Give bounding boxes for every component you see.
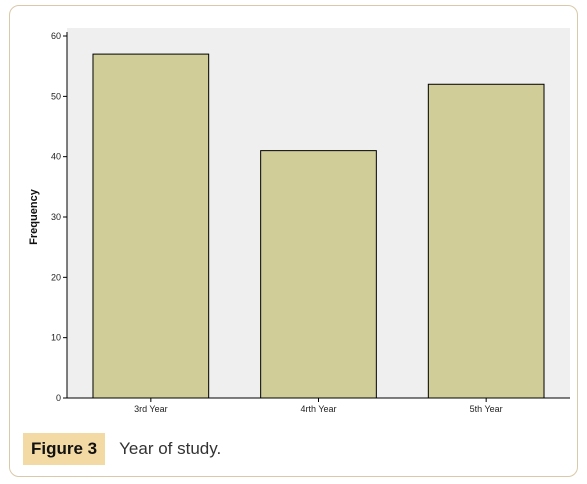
y-tick-label: 0 (56, 393, 61, 403)
y-tick-label: 10 (51, 333, 61, 343)
y-tick-label: 20 (51, 272, 61, 282)
figure-frame: 0 10 20 30 40 50 60 Frequency 3rd Year 4rth Year 5… (9, 5, 578, 477)
figure-caption: Figure 3 Year of study. (23, 432, 221, 466)
y-tick-label: 50 (51, 91, 61, 101)
y-tick-label: 30 (51, 212, 61, 222)
x-tick-label: 3rd Year (134, 404, 168, 414)
y-tick-label: 60 (51, 31, 61, 41)
figure-label: Figure 3 (23, 433, 106, 465)
y-axis-label: Frequency (28, 188, 40, 245)
bar (260, 150, 377, 399)
bar-chart: 0 10 20 30 40 50 60 Frequency 3rd Year 4rth Year 5… (28, 28, 570, 414)
bar (92, 53, 210, 399)
x-tick-label: 4rth Year (300, 404, 336, 414)
x-tick-label: 5th Year (470, 404, 503, 414)
bar (427, 83, 545, 399)
figure-caption-text: Year of study. (119, 439, 222, 458)
y-tick-label: 40 (51, 152, 61, 162)
